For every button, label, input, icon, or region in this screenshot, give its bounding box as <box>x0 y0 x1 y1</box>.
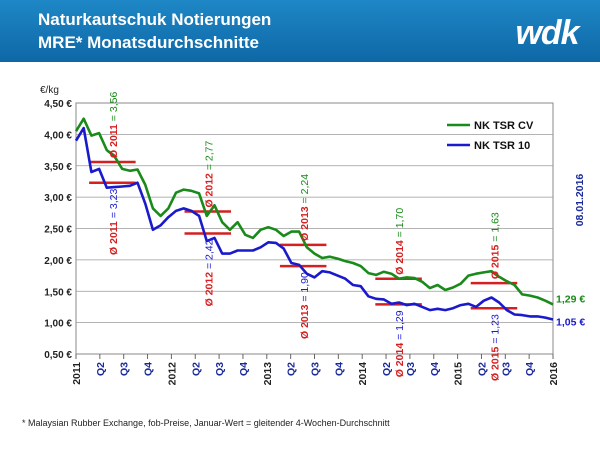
average-label: Ø 2014 = 1,70 <box>394 208 406 275</box>
average-label: Ø 2012 = 2,42 <box>203 239 215 306</box>
chart-subtitle: MRE* Monatsdurchschnitte <box>38 33 260 52</box>
x-tick-label: Q2 <box>381 362 393 376</box>
x-tick-label: Q3 <box>405 362 417 376</box>
y-axis-label: €/kg <box>40 85 59 96</box>
y-tick-label: 1,00 € <box>44 319 72 330</box>
x-tick-label: Q3 <box>119 362 131 376</box>
x-tick-label: Q3 <box>310 362 322 376</box>
gridlines <box>75 134 554 359</box>
average-label: Ø 2011 = 3,56 <box>108 92 120 158</box>
average-label: Ø 2012 = 2,77 <box>203 141 215 208</box>
chart-title: Naturkautschuk Notierungen <box>38 10 272 29</box>
x-tick-label: Q4 <box>429 362 441 376</box>
x-tick-label: Q2 <box>95 362 107 376</box>
average-label: Ø 2015 = 1,63 <box>490 212 502 279</box>
y-tick-label: 3,00 € <box>44 193 72 204</box>
x-tick-label: Q3 <box>500 362 512 376</box>
logo-text: wdk <box>515 13 579 52</box>
x-tick-label: Q4 <box>333 362 345 376</box>
series-end-label: 1,05 € <box>556 316 585 328</box>
y-tick-label: 0,50 € <box>44 350 72 361</box>
x-tick-label: 2016 <box>548 362 560 386</box>
axes: 0,50 € 1,00 € 1,50 € 2,00 € 2,50 € 3,00 € 3,50… <box>40 85 560 385</box>
average-label: Ø 2011 = 3,23 <box>108 189 120 255</box>
legend: NK TSR CV NK TSR 10 <box>447 120 534 152</box>
footnote: * Malaysian Rubber Exchange, fob-Preise,… <box>22 418 390 428</box>
header-banner: Naturkautschuk Notierungen MRE* Monatsdu… <box>0 0 600 62</box>
x-tick-label: Q2 <box>190 362 202 376</box>
series-line-nk-tsr-cv <box>74 117 554 306</box>
average-label: Ø 2013 = 1,90 <box>299 272 311 339</box>
x-tick-label: 2014 <box>357 362 369 386</box>
date-annotation: 08.01.2016 <box>574 174 586 227</box>
wdk-logo: wdk <box>508 10 586 56</box>
y-tick-label: 2,50 € <box>44 225 72 236</box>
x-tick-label: 2011 <box>71 362 83 385</box>
x-tick-label: Q2 <box>286 362 298 376</box>
x-tick-label: Q4 <box>143 362 155 376</box>
y-tick-label: 4,00 € <box>44 130 72 141</box>
average-label: Ø 2014 = 1,29 <box>394 310 406 377</box>
average-label: Ø 2013 = 2,24 <box>299 174 311 241</box>
x-tick-label: Q4 <box>524 362 536 376</box>
x-tick-label: 2012 <box>166 362 178 386</box>
x-tick-label: Q4 <box>238 362 250 376</box>
x-tick-label: 2015 <box>453 362 465 386</box>
chart-labels: Ø 2011 = 3,56 Ø 2011 = 3,23 Ø 2012 = 2,77 Ø… <box>108 92 586 382</box>
y-tick-label: 1,50 € <box>44 287 72 298</box>
series-lines <box>74 117 554 321</box>
series-end-label: 1,29 € <box>556 293 585 305</box>
average-label: Ø 2015 = 1,23 <box>490 314 502 381</box>
x-tick-label: Q2 <box>476 362 488 376</box>
legend-label: NK TSR 10 <box>474 140 530 152</box>
y-tick-label: 2,00 € <box>44 256 72 267</box>
legend-label: NK TSR CV <box>474 120 534 132</box>
x-tick-label: 2013 <box>262 362 274 386</box>
series-line-nk-tsr-10 <box>74 126 554 321</box>
x-tick-label: Q3 <box>214 362 226 376</box>
y-tick-label: 3,50 € <box>44 162 72 173</box>
y-tick-label: 4,50 € <box>44 99 72 110</box>
